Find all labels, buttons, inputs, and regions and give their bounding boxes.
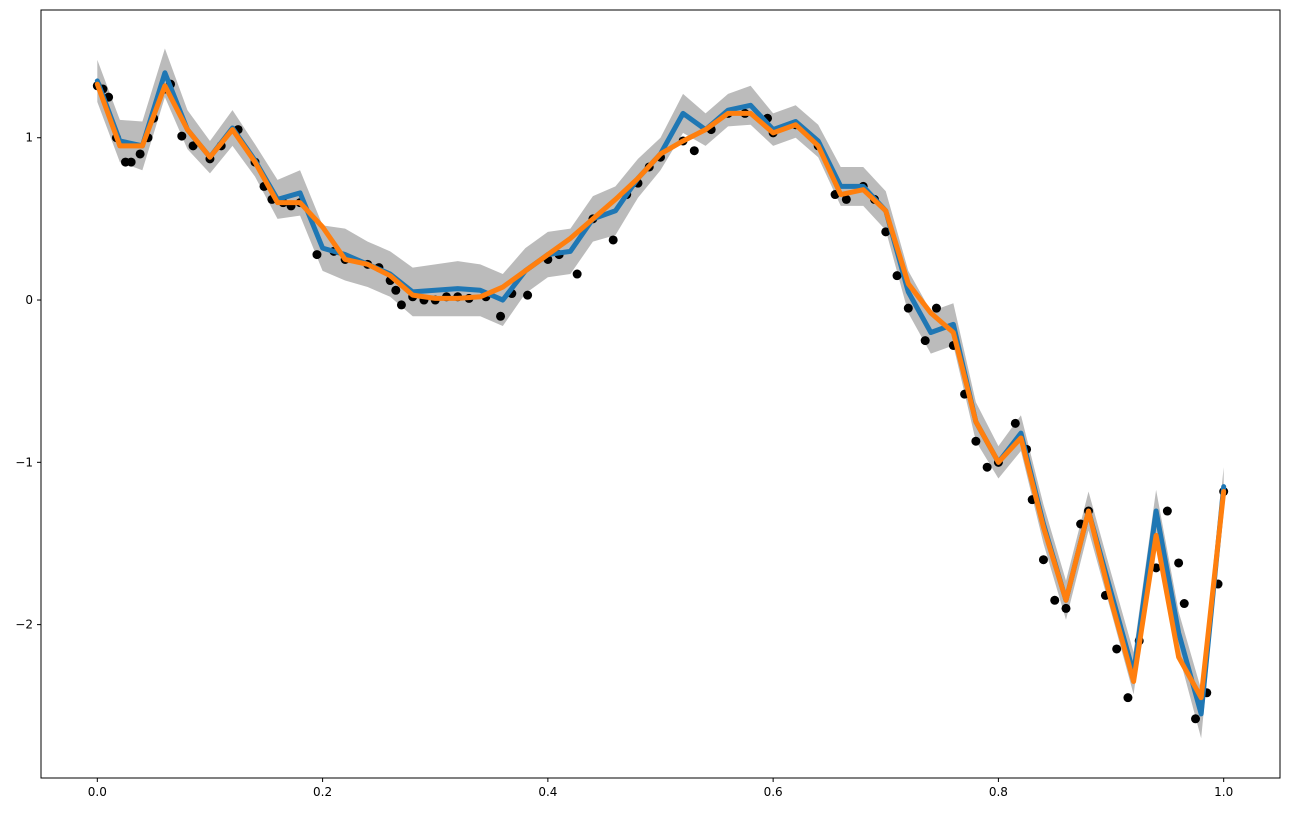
data-point: [1050, 595, 1060, 605]
data-point: [881, 227, 891, 237]
data-point: [1038, 555, 1048, 565]
data-point: [982, 462, 992, 472]
data-point: [177, 131, 187, 141]
data-point: [135, 149, 145, 159]
x-tick-label: 0.6: [764, 785, 783, 799]
data-point: [892, 271, 902, 281]
data-point: [931, 303, 941, 313]
data-point: [1112, 644, 1122, 654]
data-point: [1162, 506, 1172, 516]
data-point: [496, 311, 506, 321]
x-tick-label: 0.8: [989, 785, 1008, 799]
data-point: [1174, 558, 1184, 568]
x-tick-label: 1.0: [1214, 785, 1233, 799]
data-point: [126, 157, 136, 167]
data-point: [903, 303, 913, 313]
data-point: [523, 290, 533, 300]
y-tick-label: −1: [15, 455, 33, 469]
data-point: [1191, 714, 1201, 724]
data-point: [396, 300, 406, 310]
data-point: [971, 436, 981, 446]
data-point: [1061, 603, 1071, 613]
data-point: [572, 269, 582, 279]
data-point: [608, 235, 618, 245]
data-point: [689, 146, 699, 156]
data-point: [1010, 418, 1020, 428]
x-tick-label: 0.0: [88, 785, 107, 799]
axes-frame: [40, 9, 1281, 779]
plot-area: [92, 48, 1229, 739]
data-point: [841, 194, 851, 204]
y-tick-label: 0: [25, 293, 33, 307]
x-tick-label: 0.4: [538, 785, 557, 799]
data-point: [920, 336, 930, 346]
data-point: [312, 250, 322, 260]
data-point: [188, 141, 198, 151]
y-tick-label: −2: [15, 618, 33, 632]
series-line: [94, 81, 1227, 701]
y-tick-label: 1: [25, 131, 33, 145]
data-point: [1179, 599, 1189, 609]
data-point: [391, 285, 401, 295]
x-tick-label: 0.2: [313, 785, 332, 799]
data-point: [1123, 693, 1133, 703]
